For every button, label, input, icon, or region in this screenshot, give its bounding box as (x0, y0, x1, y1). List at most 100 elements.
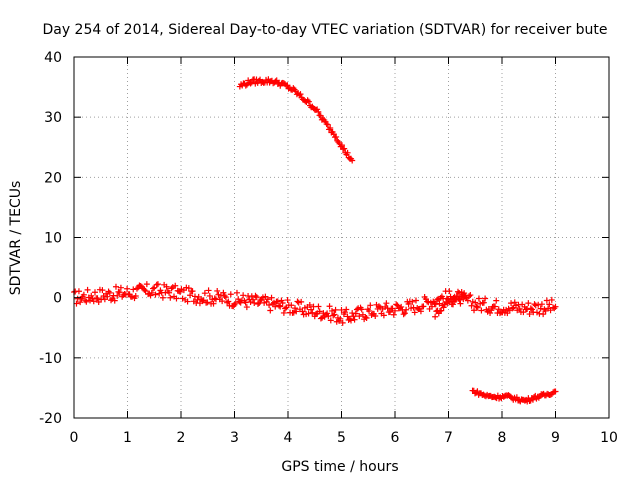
data-point (352, 310, 359, 317)
y-tick-label: 0 (53, 291, 62, 307)
series-lower-arc (469, 387, 559, 405)
data-point (493, 297, 500, 304)
data-point (184, 298, 191, 305)
y-tick-label: 30 (44, 110, 62, 126)
data-point (91, 289, 98, 296)
data-point (420, 303, 427, 310)
x-tick-label: 3 (230, 430, 239, 446)
y-tick-label: 10 (44, 231, 62, 247)
data-point (324, 121, 331, 128)
data-point (478, 307, 485, 314)
data-point (298, 298, 305, 305)
data-point (392, 307, 398, 314)
data-point (487, 310, 494, 317)
data-point (168, 285, 175, 292)
data-point (166, 289, 173, 296)
data-point (334, 137, 341, 144)
data-point (132, 292, 139, 299)
data-point (75, 288, 82, 295)
data-point (537, 305, 544, 312)
data-point (527, 305, 534, 312)
data-point (253, 294, 260, 301)
data-point (401, 310, 408, 317)
data-point (210, 300, 217, 307)
data-point (400, 311, 407, 318)
data-point (315, 108, 322, 115)
data-point (526, 311, 533, 318)
data-point (299, 308, 306, 315)
data-point (509, 305, 516, 312)
series-upper-arc (236, 76, 356, 164)
data-point (424, 298, 431, 305)
data-point (328, 307, 335, 314)
data-point (214, 287, 221, 294)
data-point (331, 311, 338, 318)
data-point (440, 304, 447, 311)
data-point (330, 312, 337, 319)
data-point (472, 299, 479, 306)
data-point (266, 302, 273, 309)
x-axis-label: GPS time / hours (281, 459, 398, 475)
data-point (147, 292, 154, 299)
data-point (243, 304, 250, 311)
data-point (362, 314, 369, 321)
data-point (467, 292, 474, 299)
data-point (77, 299, 84, 306)
data-point (240, 292, 247, 299)
data-point (288, 302, 295, 309)
data-point (148, 289, 155, 296)
data-point (106, 289, 113, 296)
data-point (224, 299, 231, 306)
data-point (111, 297, 118, 304)
data-point (461, 292, 468, 299)
data-point (383, 300, 390, 307)
data-point (433, 296, 440, 303)
data-point (275, 302, 282, 309)
data-point (94, 295, 101, 302)
y-axis-label: SDTVAR / TECUs (8, 181, 24, 296)
data-point (172, 282, 179, 289)
data-point (222, 294, 229, 301)
x-tick-label: 4 (284, 430, 293, 446)
data-point (267, 307, 274, 314)
data-point (546, 301, 553, 308)
x-tick-label: 1 (123, 430, 132, 446)
data-point (112, 283, 119, 290)
data-point (305, 310, 312, 317)
data-point (185, 285, 192, 292)
data-point (468, 302, 475, 309)
y-tick-label: 20 (44, 170, 62, 186)
data-point (482, 295, 489, 302)
series-main-track (71, 281, 559, 326)
x-tick-label: 7 (444, 430, 453, 446)
x-tick-label: 6 (391, 430, 400, 446)
data-point (349, 157, 356, 164)
data-point (201, 290, 208, 297)
data-point (84, 286, 91, 293)
data-point (250, 296, 257, 303)
data-point (252, 292, 259, 299)
data-point (220, 289, 227, 296)
data-point (432, 313, 439, 320)
data-point (163, 283, 170, 290)
data-point (211, 295, 218, 302)
data-point (341, 145, 348, 152)
data-point (366, 307, 373, 314)
y-tick-label: 40 (44, 50, 62, 66)
data-point (99, 287, 106, 294)
data-point (529, 396, 536, 403)
data-point (88, 292, 95, 299)
data-layer (71, 76, 559, 405)
data-point (325, 313, 332, 320)
data-point (306, 301, 313, 308)
data-point (356, 313, 363, 320)
data-point (432, 301, 439, 308)
data-point (264, 296, 271, 303)
y-tick-label: -20 (39, 411, 62, 427)
data-point (316, 308, 323, 315)
data-point (199, 298, 206, 305)
data-point (227, 291, 234, 298)
data-point (153, 281, 160, 288)
series-branch (432, 292, 468, 320)
